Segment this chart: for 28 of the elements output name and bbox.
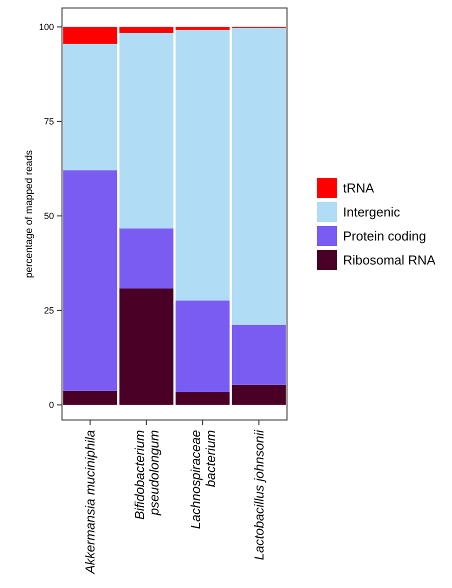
y-axis-title: percentage of mapped reads xyxy=(24,150,35,278)
bar xyxy=(232,384,286,405)
bar xyxy=(119,32,174,228)
legend-label: Ribosomal RNA xyxy=(343,252,436,268)
bar xyxy=(232,28,286,325)
legend-label: Protein coding xyxy=(343,228,426,244)
legend-label: tRNA xyxy=(343,180,374,196)
bar xyxy=(119,26,174,33)
y-tick-label: 100 xyxy=(38,22,54,32)
bar xyxy=(176,30,230,301)
x-tick-label: Lactobacillus johnsonii xyxy=(251,428,266,560)
y-tick-label: 25 xyxy=(44,306,54,316)
y-tick-label: 50 xyxy=(44,211,54,222)
bar xyxy=(176,392,230,405)
legend-label: Intergenic xyxy=(343,204,401,220)
x-tick-label: Bifidobacterium pseudolongum xyxy=(132,430,162,520)
y-tick-label: 75 xyxy=(44,116,54,127)
bar xyxy=(63,390,118,405)
bar xyxy=(176,26,230,30)
bar xyxy=(176,300,230,392)
bar xyxy=(232,324,286,385)
x-tick-label: Akkermansia muciniphila xyxy=(82,430,98,575)
bar xyxy=(119,228,174,288)
bar xyxy=(63,170,118,391)
y-tick-label: 0 xyxy=(48,400,54,410)
bar xyxy=(63,44,118,170)
bar xyxy=(63,26,118,44)
bar xyxy=(119,288,174,405)
